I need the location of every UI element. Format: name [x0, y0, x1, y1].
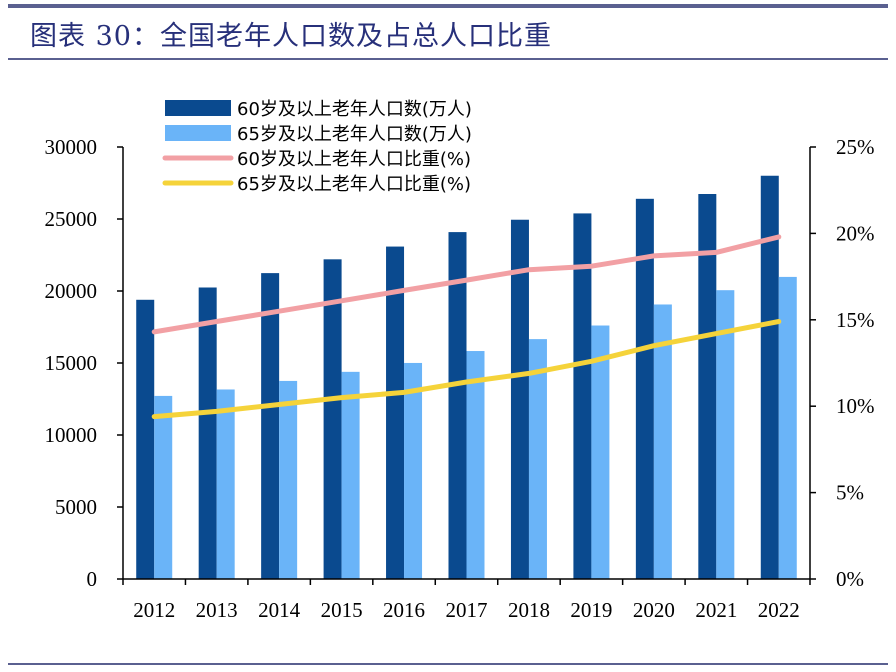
bar-60plus-2019	[573, 213, 592, 580]
left-tick-label: 15000	[45, 351, 98, 375]
line-60plus-ratio	[151, 234, 782, 335]
bar-65plus-2013	[216, 389, 235, 579]
legend: 60岁及以上老年人口数(万人) 65岁及以上老年人口数(万人) 60岁及以上老年人口…	[162, 99, 472, 195]
axes-layer: 0 5000 10000 15000 20000 25000 30000 0% 5% 10% 15%…	[45, 135, 875, 622]
left-tick-label: 5000	[55, 495, 97, 519]
bar-65plus-2022	[778, 276, 797, 579]
legend-label: 65岁及以上老年人口数(万人)	[237, 124, 472, 145]
chart-title: 图表 30：全国老年人口数及占总人口比重	[30, 21, 552, 52]
bar-60plus-2018	[510, 219, 529, 579]
bottom-rule	[8, 663, 888, 665]
legend-swatch-65plus-count	[165, 125, 231, 141]
left-tick-label: 25000	[45, 207, 98, 231]
x-tick-label: 2016	[383, 598, 425, 622]
x-tick-label: 2014	[258, 598, 301, 622]
x-tick-label: 2017	[446, 598, 488, 622]
bar-60plus-2012	[136, 299, 155, 579]
right-tick-label: 10%	[836, 394, 875, 418]
left-tick-label: 30000	[45, 135, 98, 159]
title-rule	[8, 58, 888, 60]
bar-65plus-2016	[404, 362, 423, 579]
bar-65plus-2014	[279, 380, 298, 579]
legend-swatch-60plus-count	[165, 100, 231, 116]
bar-60plus-2016	[386, 246, 405, 580]
x-tick-label: 2020	[633, 598, 675, 622]
x-tick-label: 2021	[695, 598, 737, 622]
left-tick-label: 0	[87, 567, 98, 591]
right-tick-label: 15%	[836, 308, 875, 332]
bars-layer	[136, 175, 797, 580]
bar-65plus-2020	[653, 304, 672, 579]
right-tick-label: 25%	[836, 135, 875, 159]
x-tick-label: 2018	[508, 598, 550, 622]
bar-65plus-2018	[528, 339, 547, 579]
left-tick-label: 20000	[45, 279, 98, 303]
bar-60plus-2020	[635, 198, 654, 579]
right-tick-label: 0%	[836, 567, 864, 591]
legend-label: 60岁及以上老年人口数(万人)	[237, 99, 472, 120]
bar-60plus-2013	[198, 287, 217, 579]
bar-65plus-2012	[154, 395, 173, 579]
right-tick-label: 5%	[836, 481, 864, 505]
line-65plus-ratio	[151, 319, 782, 420]
bar-60plus-2014	[261, 273, 280, 579]
left-tick-label: 10000	[45, 423, 98, 447]
right-tick-label: 20%	[836, 221, 875, 245]
bar-60plus-2015	[323, 259, 342, 579]
bar-65plus-2019	[591, 325, 610, 579]
legend-label: 60岁及以上老年人口比重(%)	[237, 149, 471, 170]
bar-60plus-2021	[698, 194, 717, 580]
top-rule	[8, 4, 888, 8]
bar-65plus-2015	[341, 371, 360, 579]
x-tick-label: 2012	[133, 598, 175, 622]
bar-60plus-2017	[448, 232, 467, 579]
x-tick-label: 2022	[758, 598, 800, 622]
lines-layer	[151, 234, 782, 420]
x-tick-label: 2019	[570, 598, 612, 622]
bar-60plus-2022	[760, 175, 779, 579]
bar-65plus-2021	[716, 290, 735, 579]
x-tick-label: 2013	[196, 598, 238, 622]
legend-label: 65岁及以上老年人口比重(%)	[237, 174, 471, 195]
bar-65plus-2017	[466, 351, 485, 579]
x-tick-label: 2015	[321, 598, 363, 622]
